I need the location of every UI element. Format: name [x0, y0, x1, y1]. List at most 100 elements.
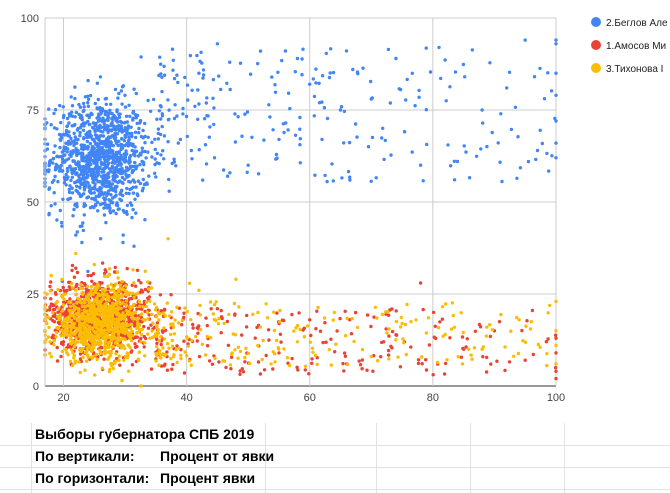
horizontal-axis-value-cell[interactable]: Процент явки — [160, 470, 256, 486]
data-point — [480, 108, 484, 112]
data-point — [141, 305, 145, 309]
data-point — [162, 134, 167, 138]
data-point — [232, 301, 237, 306]
data-point — [108, 320, 112, 324]
data-point — [286, 361, 290, 365]
sheet-row — [0, 445, 670, 468]
data-point — [65, 176, 69, 181]
data-point — [94, 203, 98, 208]
data-point — [139, 340, 143, 344]
data-point — [134, 185, 138, 189]
data-point — [162, 64, 166, 69]
data-point — [146, 280, 150, 284]
data-point — [126, 144, 130, 148]
y-tick-label: 75 — [27, 105, 39, 117]
data-point — [149, 109, 153, 114]
data-point — [107, 155, 112, 159]
data-point — [172, 157, 176, 161]
data-point — [509, 127, 514, 132]
data-point — [67, 121, 71, 125]
data-point — [114, 295, 119, 299]
data-point — [106, 142, 111, 146]
data-point — [130, 339, 134, 343]
data-point — [92, 262, 97, 267]
data-point — [162, 73, 167, 77]
data-point — [75, 137, 80, 142]
data-point — [55, 345, 59, 350]
data-point — [131, 268, 135, 272]
data-point — [100, 310, 105, 314]
data-point — [485, 144, 489, 149]
data-point — [100, 107, 105, 111]
data-point — [538, 345, 542, 349]
data-point — [276, 70, 280, 75]
data-point — [93, 167, 97, 171]
data-point — [298, 143, 302, 147]
data-point — [153, 137, 157, 141]
vertical-axis-value-cell[interactable]: Процент от явки — [160, 448, 275, 464]
chart-legend: 2.Беглов Алe 1.Амосов Ми 3.Тихонова I — [591, 17, 668, 75]
data-point — [554, 141, 558, 145]
data-point — [94, 136, 99, 140]
data-point — [473, 329, 478, 333]
data-point — [51, 314, 55, 318]
data-point — [153, 157, 157, 161]
data-point — [124, 293, 128, 297]
data-point — [123, 160, 127, 164]
data-point — [554, 38, 558, 42]
data-point — [162, 337, 167, 341]
data-point — [71, 363, 75, 368]
data-point — [360, 347, 365, 352]
data-point — [175, 73, 179, 77]
data-point — [107, 295, 111, 299]
data-point — [120, 294, 124, 299]
data-point — [155, 341, 159, 346]
data-point — [65, 150, 69, 154]
data-point — [465, 337, 469, 341]
data-point — [109, 282, 114, 287]
data-point — [108, 209, 112, 213]
data-point — [461, 330, 465, 335]
data-point — [428, 70, 433, 74]
data-point — [96, 128, 100, 132]
data-point — [82, 324, 86, 328]
data-point — [436, 326, 441, 330]
data-point — [208, 125, 212, 129]
data-point — [132, 244, 136, 248]
data-point — [116, 276, 120, 280]
data-point — [245, 110, 250, 114]
data-point — [99, 330, 103, 334]
data-point — [82, 213, 87, 217]
data-point — [369, 179, 373, 183]
data-point — [46, 335, 51, 339]
data-point — [103, 197, 108, 201]
data-point — [402, 341, 406, 345]
data-point — [66, 329, 70, 333]
data-point — [83, 169, 87, 174]
data-point — [295, 340, 300, 344]
data-point — [113, 282, 118, 286]
data-point — [52, 126, 57, 130]
sheet-title-cell[interactable]: Выборы губернатора СПБ 2019 — [35, 426, 255, 442]
data-point — [243, 360, 247, 364]
data-point — [227, 312, 231, 317]
vertical-axis-label-cell[interactable]: По вертикали: — [35, 448, 135, 464]
data-point — [107, 167, 112, 171]
data-point — [424, 368, 429, 372]
data-point — [201, 178, 205, 182]
data-point — [72, 332, 76, 336]
data-point — [114, 352, 118, 356]
horizontal-axis-label-cell[interactable]: По горизонтали: — [35, 470, 150, 486]
data-point — [380, 312, 385, 317]
data-point — [76, 150, 80, 154]
data-point — [449, 164, 453, 168]
data-point — [114, 211, 118, 216]
data-point — [107, 369, 112, 374]
data-point — [117, 91, 121, 96]
data-point — [62, 149, 66, 153]
data-point — [462, 347, 466, 351]
data-point — [78, 313, 82, 317]
data-point — [61, 340, 66, 344]
data-point — [59, 220, 64, 225]
data-point — [124, 299, 129, 303]
